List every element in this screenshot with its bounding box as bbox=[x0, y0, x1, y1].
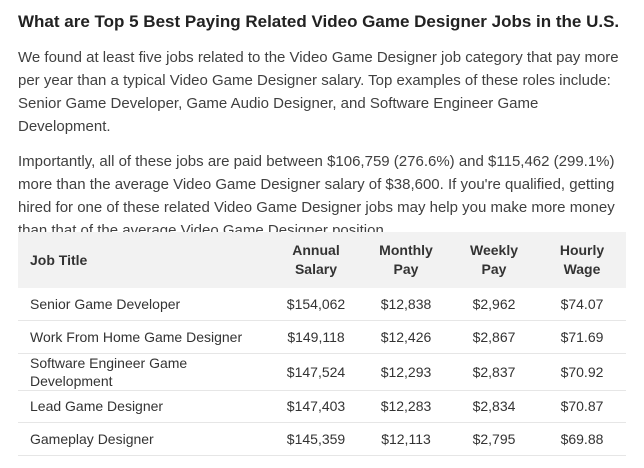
header-hourly-line1: Hourly bbox=[559, 242, 605, 258]
header-annual-line2: Salary bbox=[294, 261, 338, 277]
table-row: Work From Home Game Designer $149,118 $1… bbox=[18, 320, 626, 354]
header-weekly-pay: Weekly Pay bbox=[450, 232, 538, 288]
monthly-pay-cell: $12,293 bbox=[362, 353, 450, 391]
job-title-cell: Senior Game Developer bbox=[18, 288, 270, 322]
weekly-pay-cell: $2,837 bbox=[450, 353, 538, 391]
header-monthly-line1: Monthly bbox=[379, 242, 433, 258]
weekly-pay-cell: $2,795 bbox=[450, 422, 538, 456]
weekly-pay-cell: $2,834 bbox=[450, 390, 538, 424]
table-header-row: Job Title Annual Salary Monthly Pay Week… bbox=[18, 232, 626, 288]
header-weekly-line1: Weekly bbox=[470, 242, 518, 258]
table-header: Job Title Annual Salary Monthly Pay Week… bbox=[18, 232, 626, 288]
annual-salary-cell: $147,524 bbox=[270, 353, 362, 391]
monthly-pay-cell: $12,426 bbox=[362, 320, 450, 354]
header-hourly-wage: Hourly Wage bbox=[538, 232, 626, 288]
table-row: Senior Game Developer $154,062 $12,838 $… bbox=[18, 288, 626, 322]
hourly-wage-cell: $71.69 bbox=[538, 320, 626, 354]
hourly-wage-cell: $70.92 bbox=[538, 353, 626, 391]
header-hourly-line2: Wage bbox=[563, 261, 601, 277]
header-job-title: Job Title bbox=[18, 232, 270, 288]
job-title-cell: Lead Game Designer bbox=[18, 390, 270, 424]
annual-salary-cell: $145,359 bbox=[270, 422, 362, 456]
table-row: Software Engineer Game Development $147,… bbox=[18, 353, 626, 391]
intro-paragraph: We found at least five jobs related to t… bbox=[18, 49, 619, 135]
annual-salary-cell: $149,118 bbox=[270, 320, 362, 354]
hourly-wage-cell: $69.88 bbox=[538, 422, 626, 456]
job-title-cell: Work From Home Game Designer bbox=[18, 320, 270, 354]
job-title-cell: Software Engineer Game Development bbox=[18, 353, 270, 391]
weekly-pay-cell: $2,962 bbox=[450, 288, 538, 322]
annual-salary-cell: $147,403 bbox=[270, 390, 362, 424]
header-monthly-line2: Pay bbox=[393, 261, 419, 277]
header-weekly-line2: Pay bbox=[481, 261, 507, 277]
header-job-title-label: Job Title bbox=[30, 251, 88, 268]
monthly-pay-cell: $12,113 bbox=[362, 422, 450, 456]
monthly-pay-cell: $12,283 bbox=[362, 390, 450, 424]
table-body: Senior Game Developer $154,062 $12,838 $… bbox=[18, 288, 626, 456]
header-annual-line1: Annual bbox=[292, 242, 340, 258]
section-heading: What are Top 5 Best Paying Related Video… bbox=[18, 12, 620, 31]
related-jobs-table: Job Title Annual Salary Monthly Pay Week… bbox=[18, 232, 626, 456]
hourly-wage-cell: $70.87 bbox=[538, 390, 626, 424]
hourly-wage-cell: $74.07 bbox=[538, 288, 626, 322]
monthly-pay-cell: $12,838 bbox=[362, 288, 450, 322]
header-monthly-pay: Monthly Pay bbox=[362, 232, 450, 288]
annual-salary-cell: $154,062 bbox=[270, 288, 362, 322]
table-row: Gameplay Designer $145,359 $12,113 $2,79… bbox=[18, 422, 626, 456]
job-title-cell: Gameplay Designer bbox=[18, 422, 270, 456]
pay-range-paragraph: Importantly, all of these jobs are paid … bbox=[18, 153, 615, 239]
header-annual-salary: Annual Salary bbox=[270, 232, 362, 288]
weekly-pay-cell: $2,867 bbox=[450, 320, 538, 354]
table-row: Lead Game Designer $147,403 $12,283 $2,8… bbox=[18, 390, 626, 424]
